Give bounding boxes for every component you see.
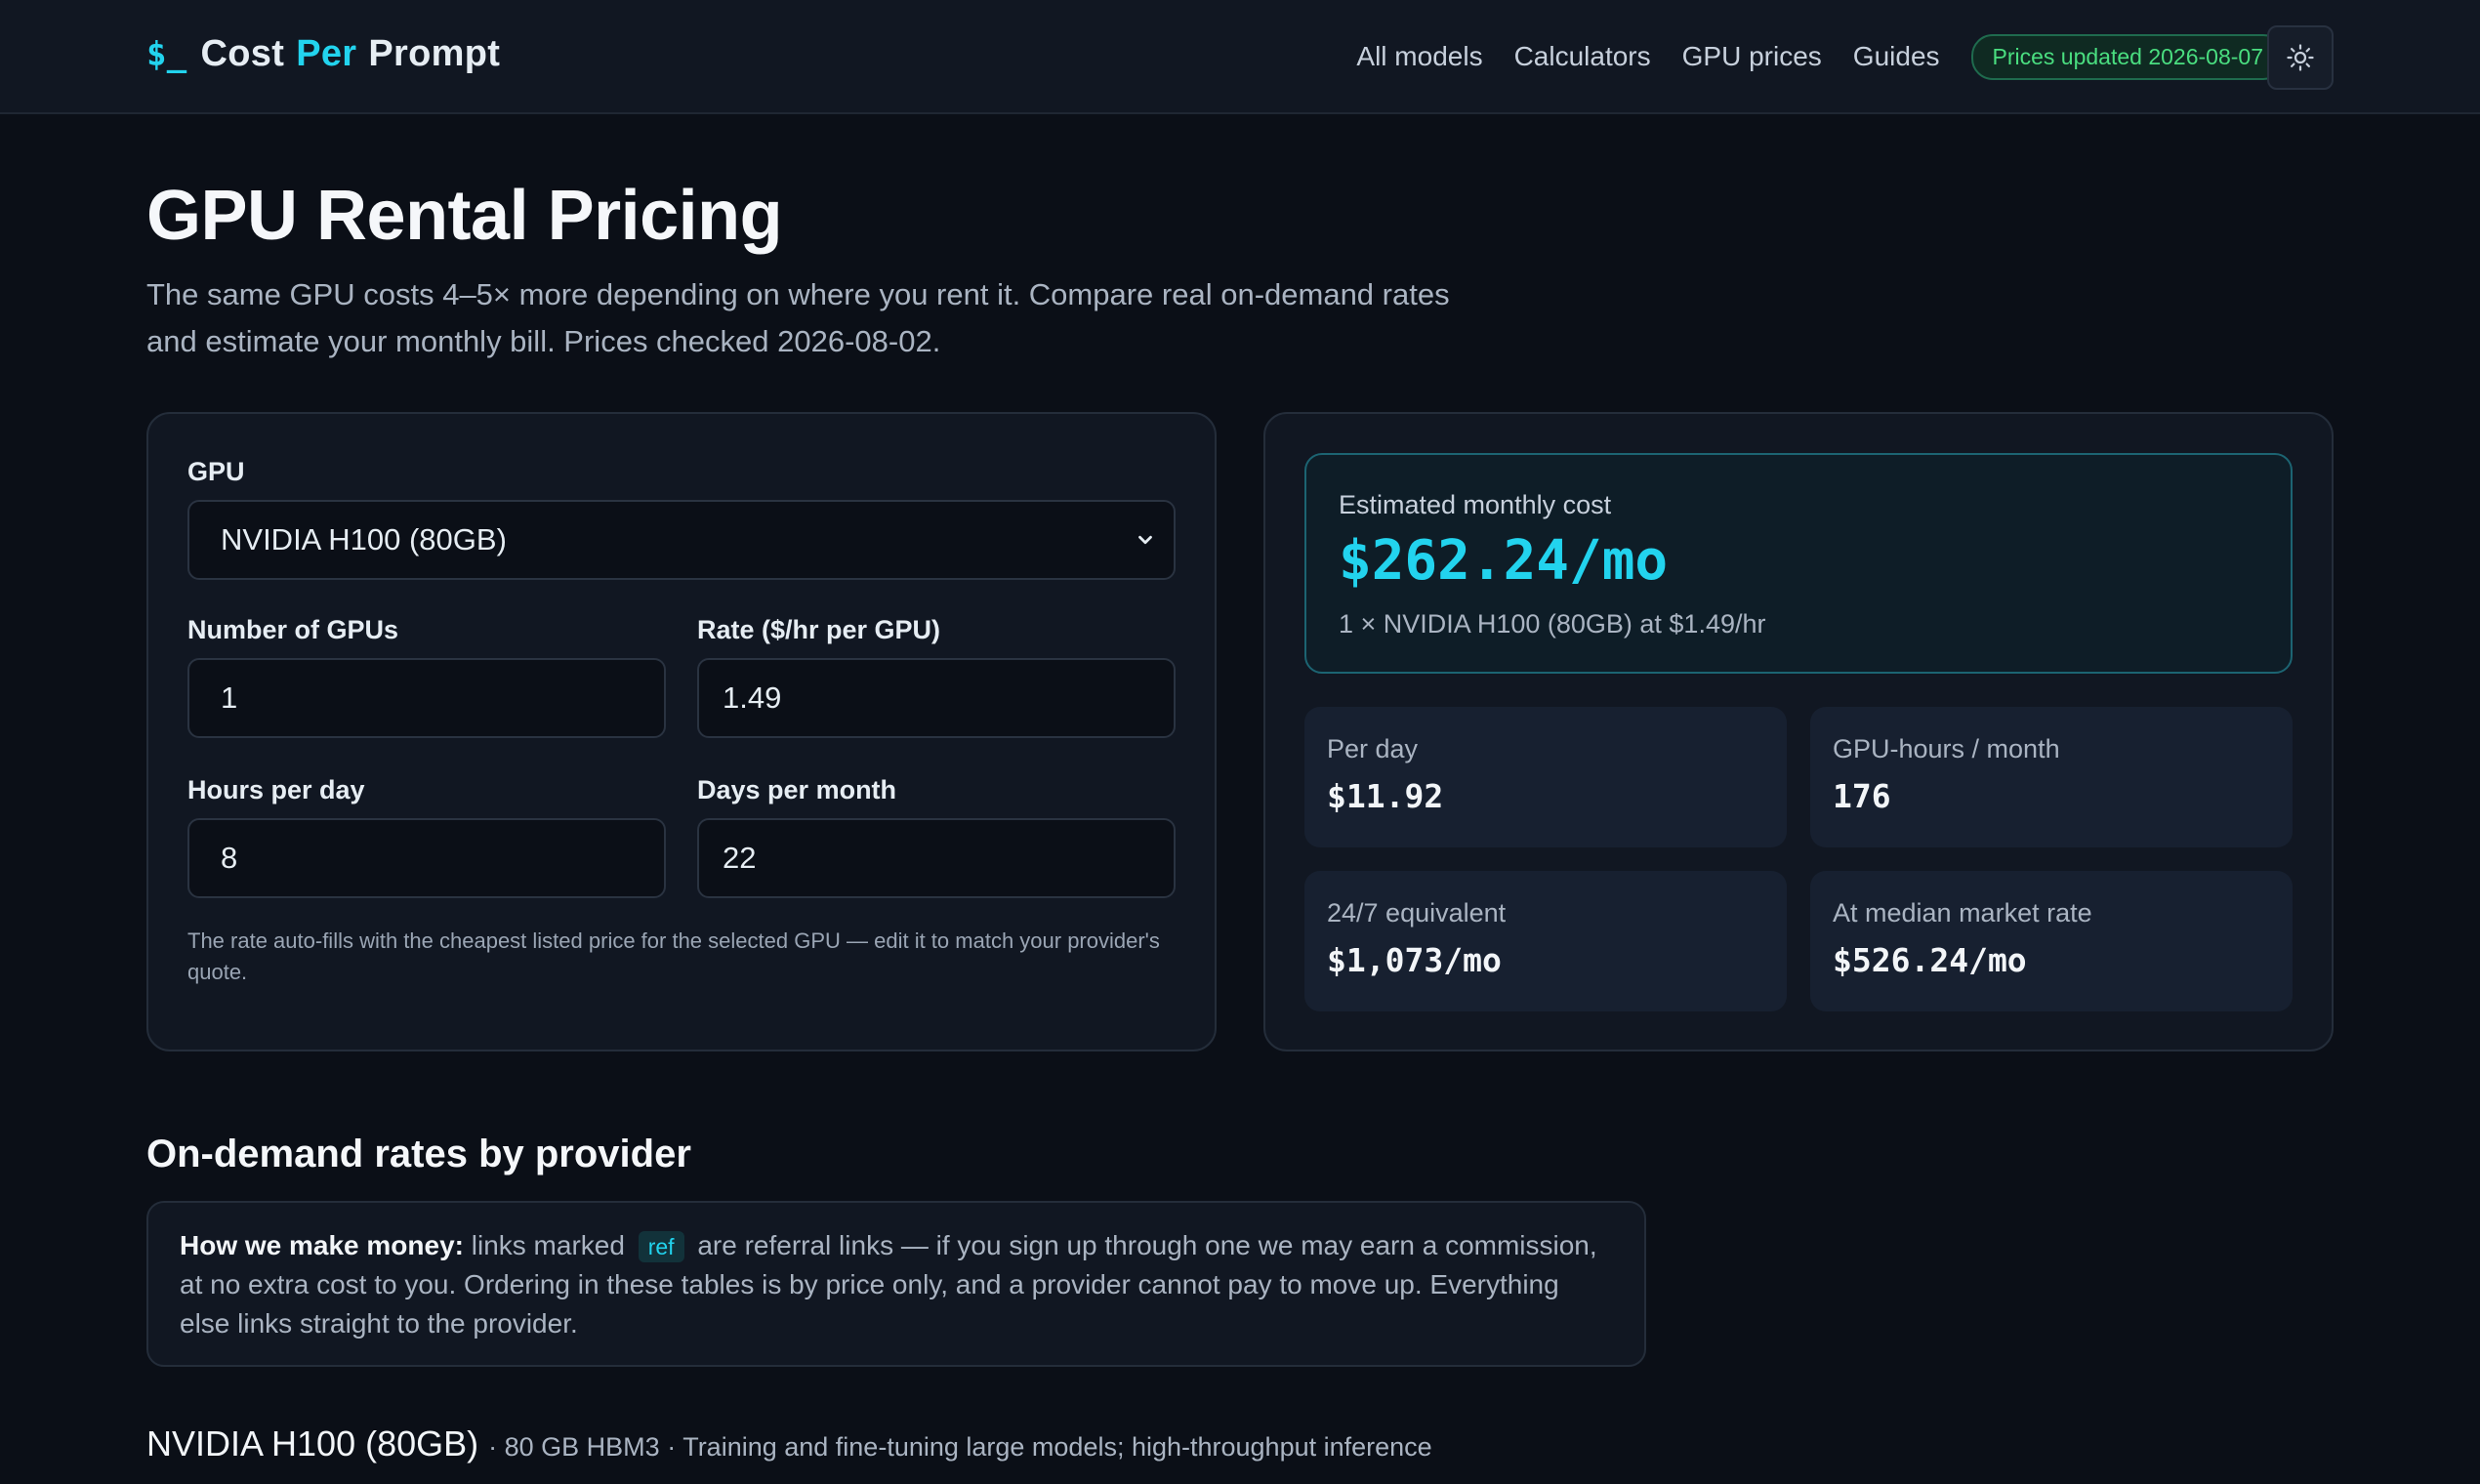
hours-input[interactable]: 8 xyxy=(187,818,666,898)
gpu-name: NVIDIA H100 (80GB) xyxy=(146,1423,479,1463)
stat-median-rate: At median market rate $526.24/mo xyxy=(1810,871,2293,1011)
results-panel: Estimated monthly cost $262.24/mo 1 × NV… xyxy=(1263,412,2334,1051)
stat-label: GPU-hours / month xyxy=(1833,734,2060,763)
estimate-label: Estimated monthly cost xyxy=(1339,490,1612,519)
gpu-select[interactable]: NVIDIA H100 (80GB) xyxy=(187,500,1176,580)
site-logo[interactable]: $_ Cost Per Prompt xyxy=(146,33,500,75)
days-input[interactable]: 22 xyxy=(697,818,1176,898)
theme-toggle-button[interactable] xyxy=(2267,25,2334,90)
estimate-card: Estimated monthly cost $262.24/mo 1 × NV… xyxy=(1304,453,2293,674)
stat-per-day: Per day $11.92 xyxy=(1304,707,1787,847)
nav-guides[interactable]: Guides xyxy=(1852,41,1940,71)
stat-value: 176 xyxy=(1833,777,1891,815)
rate-input[interactable]: 1.49 xyxy=(697,658,1176,738)
stat-label: 24/7 equivalent xyxy=(1327,898,1507,928)
main-nav: All models Calculators GPU prices Guides… xyxy=(1356,25,2285,88)
nav-all-models[interactable]: All models xyxy=(1356,41,1483,71)
num-gpus-label: Number of GPUs xyxy=(187,615,399,644)
logo-word-per: Per xyxy=(296,33,357,74)
disclosure-lead: How we make money: xyxy=(180,1230,464,1260)
num-gpus-input[interactable]: 1 xyxy=(187,658,666,738)
stat-gpu-hours: GPU-hours / month 176 xyxy=(1810,707,2293,847)
ref-tag: ref xyxy=(638,1231,684,1262)
logo-symbol: $_ xyxy=(146,34,187,74)
page-title: GPU Rental Pricing xyxy=(146,177,783,255)
disclosure-text-2: are referral links — if you sign up thro… xyxy=(180,1230,1597,1339)
sun-icon xyxy=(2287,44,2314,71)
logo-word-cost: Cost xyxy=(200,33,285,74)
nav-gpu-prices[interactable]: GPU prices xyxy=(1681,41,1822,71)
stat-label: At median market rate xyxy=(1833,898,2092,928)
gpu-label: GPU xyxy=(187,457,245,486)
estimate-value: $262.24/mo xyxy=(1339,529,1669,593)
nav-calculators[interactable]: Calculators xyxy=(1513,41,1651,71)
rate-help-text: The rate auto-fills with the cheapest li… xyxy=(187,928,1160,984)
stat-value: $11.92 xyxy=(1327,777,1444,815)
disclosure-text-1: links marked xyxy=(471,1230,625,1260)
logo-word-prompt: Prompt xyxy=(368,33,501,74)
gpu-section-heading: NVIDIA H100 (80GB) · 80 GB HBM3 · Traini… xyxy=(146,1423,1432,1464)
stat-label: Per day xyxy=(1327,734,1419,763)
calculator-panel: GPU NVIDIA H100 (80GB) Number of GPUs 1 … xyxy=(146,412,1217,1051)
estimate-note: 1 × NVIDIA H100 (80GB) at $1.49/hr xyxy=(1339,609,1766,639)
prices-updated-badge: Prices updated 2026-08-07 xyxy=(1970,33,2285,80)
top-navbar: $_ Cost Per Prompt All models Calculator… xyxy=(0,0,2480,114)
stat-value: $1,073/mo xyxy=(1327,941,1502,979)
days-label: Days per month xyxy=(697,775,897,804)
stat-value: $526.24/mo xyxy=(1833,941,2027,979)
page-subtitle: The same GPU costs 4–5× more depending o… xyxy=(146,277,1450,358)
gpu-select-value: NVIDIA H100 (80GB) xyxy=(221,522,507,556)
hours-label: Hours per day xyxy=(187,775,365,804)
providers-section-title: On-demand rates by provider xyxy=(146,1133,691,1175)
chevron-down-icon xyxy=(1138,535,1152,545)
rate-label: Rate ($/hr per GPU) xyxy=(697,615,941,644)
gpu-meta: · 80 GB HBM3 · Training and fine-tuning … xyxy=(488,1432,1432,1462)
stat-247-equivalent: 24/7 equivalent $1,073/mo xyxy=(1304,871,1787,1011)
affiliate-disclosure: How we make money: links marked ref are … xyxy=(146,1201,1646,1367)
